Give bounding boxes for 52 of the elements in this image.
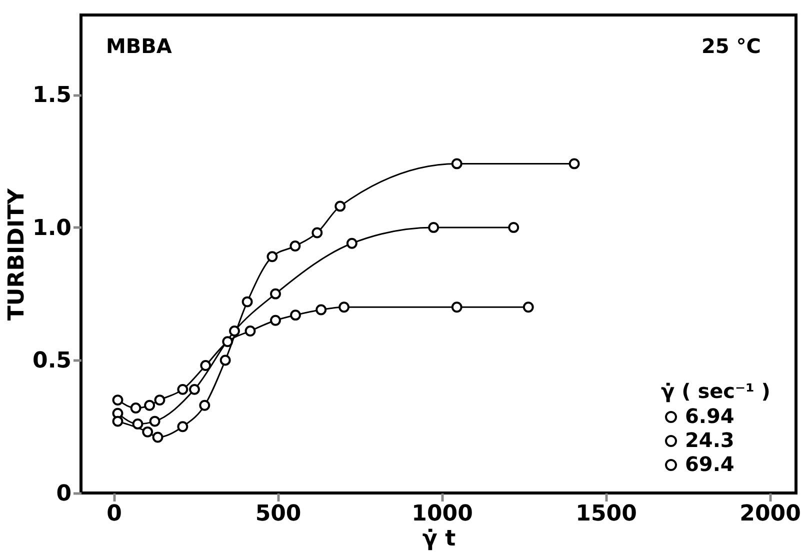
point — [152, 432, 164, 443]
point — [130, 402, 142, 414]
point — [177, 421, 188, 432]
x-tick-label: 1500 — [576, 502, 637, 526]
point — [220, 354, 231, 366]
point — [200, 360, 212, 371]
point — [312, 227, 323, 238]
point — [346, 238, 358, 249]
legend-label: 69.4 — [685, 452, 734, 476]
point — [334, 200, 346, 212]
point — [244, 326, 256, 336]
point — [568, 158, 580, 170]
x-tick-label: 2000 — [740, 502, 801, 526]
point — [451, 302, 462, 313]
point — [290, 310, 301, 321]
y-tick-label: 0.5 — [32, 348, 72, 374]
point — [229, 326, 240, 336]
x-tick-label: 500 — [255, 502, 302, 526]
point — [144, 400, 156, 411]
x-tick-label: 0 — [106, 502, 122, 526]
annotation: 25 °C — [702, 34, 761, 58]
y-axis-title: TURBIDITY — [4, 187, 30, 321]
legend-label: 24.3 — [685, 428, 734, 452]
x-axis-title: γ̇ t — [422, 526, 456, 552]
point — [428, 222, 440, 233]
point — [451, 158, 462, 170]
legend-title: γ̇ ( sec⁻¹ ) — [661, 379, 770, 403]
point — [270, 288, 281, 300]
point — [132, 418, 144, 430]
point — [154, 394, 166, 406]
point — [290, 240, 301, 252]
point — [112, 416, 124, 427]
y-tick-label: 1.0 — [32, 216, 72, 241]
point — [508, 222, 520, 233]
point — [222, 336, 234, 348]
point — [316, 304, 327, 316]
point — [199, 400, 210, 411]
point — [112, 394, 124, 406]
point — [177, 384, 188, 395]
point — [242, 296, 253, 308]
point — [189, 384, 200, 395]
point — [266, 251, 278, 262]
point — [270, 314, 281, 326]
legend-label: 6.94 — [685, 404, 734, 428]
y-tick-label: 0 — [56, 482, 72, 506]
y-tick-label: 1.5 — [32, 83, 72, 108]
point — [522, 302, 534, 313]
point — [149, 416, 160, 427]
point — [338, 302, 350, 313]
x-tick-label: 1000 — [412, 502, 473, 526]
annotation: MBBA — [106, 34, 172, 58]
point — [142, 426, 154, 438]
